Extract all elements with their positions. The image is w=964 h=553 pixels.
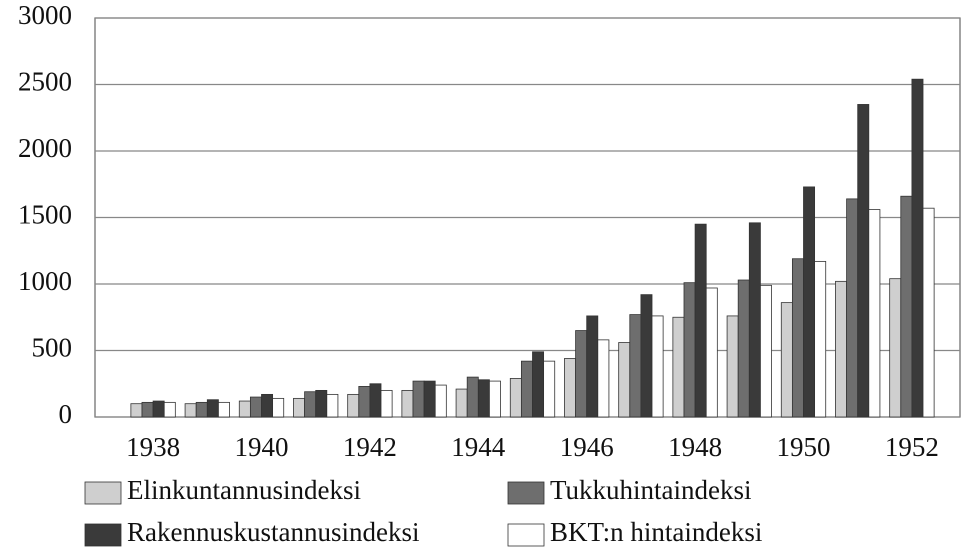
x-tick-label: 1952: [885, 432, 939, 462]
bar: [218, 401, 230, 418]
bar: [238, 400, 251, 418]
bar: [748, 222, 761, 418]
bar: [401, 389, 414, 418]
x-tick-label: 1938: [126, 432, 180, 462]
bar: [629, 314, 642, 418]
bar: [358, 386, 371, 418]
bar: [726, 315, 739, 418]
legend-swatch: [84, 523, 122, 547]
bar: [369, 383, 382, 418]
bar: [195, 401, 208, 418]
legend-swatch: [507, 523, 545, 547]
bar: [760, 284, 772, 418]
y-tick-label: 2500: [18, 67, 72, 97]
bar: [249, 396, 262, 418]
bar: [911, 78, 924, 418]
bar: [564, 358, 576, 418]
bar: [466, 376, 479, 418]
bar: [455, 388, 468, 418]
bar: [791, 258, 804, 418]
bar: [543, 360, 556, 418]
legend-label: BKT:n hintaindeksi: [550, 517, 762, 547]
bar: [206, 399, 219, 418]
legend-label: Tukkuhintaindeksi: [550, 475, 752, 505]
bar: [509, 378, 522, 418]
bar: [293, 397, 305, 418]
bar: [586, 315, 599, 418]
bar: [618, 342, 631, 418]
bar: [814, 260, 827, 418]
bar: [163, 401, 176, 418]
bar: [846, 198, 859, 418]
bar: [868, 209, 881, 418]
x-tick-label: 1946: [560, 432, 614, 462]
bar: [683, 282, 696, 418]
bar: [672, 316, 685, 418]
bar: [489, 380, 501, 418]
bar: [272, 397, 285, 418]
bar: [141, 401, 154, 418]
legend-label: Rakennuskustannusindeksi: [127, 517, 419, 547]
bar: [651, 315, 664, 418]
x-tick-label: 1944: [451, 432, 506, 462]
bar: [532, 351, 545, 418]
bar: [889, 278, 902, 418]
bar: [640, 294, 653, 418]
bar: [434, 384, 447, 418]
bar: [412, 380, 425, 418]
y-tick-label: 500: [32, 333, 73, 363]
bar: [922, 207, 935, 418]
bar: [130, 403, 143, 418]
bar: [347, 393, 360, 418]
bar: [705, 287, 718, 418]
bar: [423, 380, 436, 418]
bar: [780, 302, 793, 418]
bar: [184, 403, 197, 418]
x-tick-label: 1950: [777, 432, 831, 462]
bar: [315, 389, 328, 418]
bar: [304, 391, 317, 418]
legend-swatch: [507, 481, 545, 505]
bar: [803, 186, 816, 418]
bar: [261, 393, 274, 418]
bar: [380, 389, 393, 418]
y-tick-label: 3000: [18, 0, 72, 30]
bar: [575, 330, 588, 418]
x-tick-label: 1942: [343, 432, 397, 462]
bar: [520, 360, 533, 418]
bar: [835, 280, 847, 418]
legend-swatch: [84, 481, 122, 505]
x-tick-label: 1940: [235, 432, 289, 462]
bar: [900, 195, 913, 418]
bar: [326, 393, 339, 418]
bar: [152, 400, 165, 418]
y-tick-label: 1000: [18, 266, 72, 296]
y-tick-label: 1500: [18, 200, 72, 230]
bar: [597, 339, 610, 418]
bar: [477, 379, 490, 418]
y-tick-label: 0: [59, 399, 73, 429]
bar: [737, 279, 750, 418]
legend-label: Elinkuntannusindeksi: [127, 475, 361, 505]
x-tick-label: 1948: [668, 432, 722, 462]
bar: [694, 223, 707, 418]
y-tick-label: 2000: [18, 133, 72, 163]
bar: [857, 104, 870, 418]
